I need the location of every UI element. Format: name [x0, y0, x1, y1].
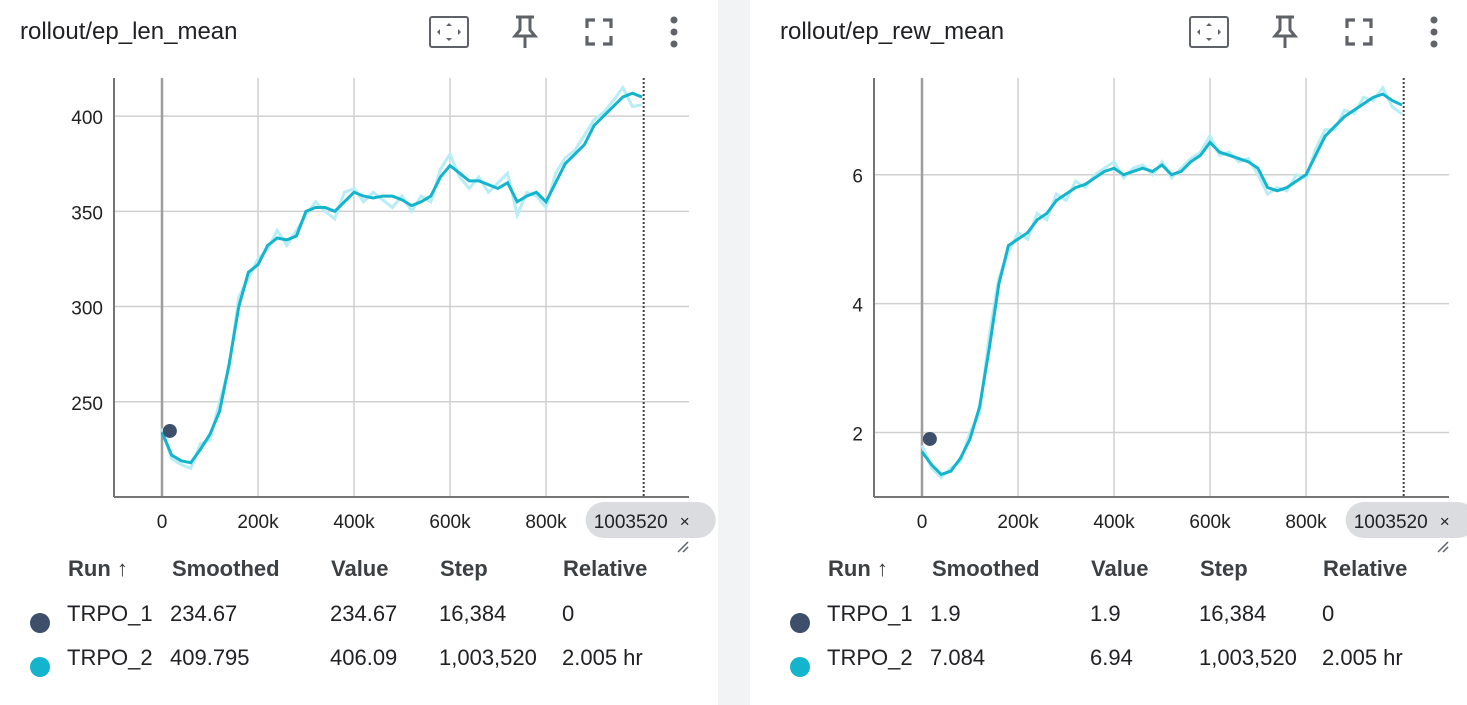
run-color-dot	[30, 613, 50, 633]
x-tick-label: 800k	[1285, 512, 1327, 533]
close-icon[interactable]: ×	[1440, 512, 1450, 531]
smoothed-header[interactable]: Smoothed	[172, 556, 280, 581]
x-tick-label: 600k	[429, 512, 471, 533]
run-sort-header[interactable]: Run ↑	[68, 556, 128, 581]
run-color-dot	[790, 613, 810, 633]
fit-domain-button[interactable]	[1187, 12, 1231, 52]
fit-domain-icon	[429, 16, 469, 48]
fullscreen-button[interactable]	[577, 12, 621, 52]
raw-value: 406.09	[330, 645, 398, 670]
run-name: TRPO_1	[67, 601, 153, 626]
card-title: rollout/ep_len_mean	[20, 18, 238, 45]
y-tick-label: 300	[71, 299, 103, 320]
raw-value: 234.67	[330, 601, 398, 626]
series-trpo-2-raw-line	[920, 84, 1403, 480]
card-title: rollout/ep_rew_mean	[780, 18, 1005, 45]
fullscreen-icon	[585, 18, 613, 46]
fit-domain-icon	[1189, 16, 1229, 48]
series-trpo-1-point	[162, 423, 177, 438]
more-vert-icon	[670, 16, 678, 48]
x-tick-label: 200k	[237, 512, 279, 533]
legend-row-trpo-2: TRPO_2 409.795 406.09 1,003,520 2.005 hr	[0, 645, 718, 685]
pin-icon	[511, 15, 539, 48]
legend-row-trpo-1: TRPO_1 234.67 234.67 16,384 0	[0, 601, 718, 641]
series-trpo-2-smoothed-line	[160, 91, 643, 465]
value-header[interactable]: Value	[331, 556, 389, 581]
step-header[interactable]: Step	[1200, 556, 1248, 581]
more-options-button[interactable]	[652, 12, 696, 52]
legend-row-trpo-1: TRPO_1 1.9 1.9 16,384 0	[760, 601, 1467, 641]
smoothed-header[interactable]: Smoothed	[932, 556, 1040, 581]
series-trpo-2-smoothed-line	[920, 92, 1403, 477]
line-chart-ep-len-mean[interactable]: 250 300 350 400 0 200k 400k 600k 800k 1003520 ×	[0, 60, 718, 550]
step-header[interactable]: Step	[440, 556, 488, 581]
grid-lines	[874, 78, 1449, 497]
more-vert-icon	[1430, 16, 1438, 48]
raw-value: 1.9	[1090, 601, 1121, 626]
resize-handle-icon[interactable]	[1436, 540, 1450, 554]
pin-button[interactable]	[1263, 12, 1307, 52]
step-value: 1,003,520	[1199, 645, 1297, 670]
run-sort-header[interactable]: Run ↑	[828, 556, 888, 581]
x-tick-label: 0	[917, 512, 928, 533]
y-tick-label: 6	[852, 167, 863, 188]
value-header[interactable]: Value	[1091, 556, 1149, 581]
relative-value: 0	[562, 601, 575, 626]
relative-value: 2.005 hr	[562, 645, 643, 670]
line-chart-ep-rew-mean[interactable]: 2 4 6 0 200k 400k 600k 800k 1003520 ×	[750, 60, 1467, 550]
cursor-chip-background	[1345, 502, 1467, 538]
y-tick-label: 4	[852, 296, 863, 317]
legend-header-row: Run ↑ Smoothed Value Step Relative	[0, 556, 718, 596]
scalar-card-ep-len-mean: rollout/ep_len_mean 250 300 350 400 0 200k 400…	[0, 0, 718, 705]
cursor-chip-label: 1003520	[594, 512, 668, 533]
y-tick-label: 400	[71, 108, 103, 129]
run-name: TRPO_2	[827, 645, 913, 670]
relative-value: 0	[1322, 601, 1335, 626]
raw-value: 6.94	[1090, 645, 1133, 670]
resize-handle-icon[interactable]	[676, 540, 690, 554]
pin-icon	[1271, 15, 1299, 48]
step-value: 1,003,520	[439, 645, 537, 670]
run-color-dot	[790, 657, 810, 677]
run-name: TRPO_2	[67, 645, 153, 670]
relative-header[interactable]: Relative	[1323, 556, 1408, 581]
smoothed-value: 409.795	[170, 645, 250, 670]
x-tick-label: 200k	[997, 512, 1039, 533]
series-lines	[920, 84, 1403, 480]
series-trpo-2-raw-line	[160, 84, 643, 471]
step-cursor-chip[interactable]: 1003520 ×	[1345, 502, 1467, 538]
relative-header[interactable]: Relative	[563, 556, 648, 581]
fit-domain-button[interactable]	[427, 12, 471, 52]
smoothed-value: 1.9	[930, 601, 961, 626]
x-tick-label: 400k	[1093, 512, 1135, 533]
run-color-dot	[30, 657, 50, 677]
series-trpo-1-point	[922, 431, 937, 446]
y-tick-label: 350	[71, 203, 103, 224]
cursor-chip-label: 1003520	[1354, 512, 1428, 533]
relative-value: 2.005 hr	[1322, 645, 1403, 670]
close-icon[interactable]: ×	[680, 512, 690, 531]
step-value: 16,384	[439, 601, 507, 626]
step-value: 16,384	[1199, 601, 1267, 626]
smoothed-value: 234.67	[170, 601, 238, 626]
more-options-button[interactable]	[1412, 12, 1456, 52]
cursor-chip-background	[585, 502, 716, 538]
grid-lines	[114, 78, 689, 497]
run-name: TRPO_1	[827, 601, 913, 626]
smoothed-value: 7.084	[930, 645, 986, 670]
legend-header-row: Run ↑ Smoothed Value Step Relative	[760, 556, 1467, 596]
step-cursor-chip[interactable]: 1003520 ×	[585, 502, 716, 538]
x-tick-label: 800k	[525, 512, 567, 533]
pin-button[interactable]	[503, 12, 547, 52]
y-tick-label: 2	[852, 425, 863, 446]
fullscreen-icon	[1345, 18, 1373, 46]
x-tick-label: 0	[157, 512, 168, 533]
fullscreen-button[interactable]	[1337, 12, 1381, 52]
legend-row-trpo-2: TRPO_2 7.084 6.94 1,003,520 2.005 hr	[760, 645, 1467, 685]
series-lines	[160, 84, 643, 471]
scalar-card-ep-rew-mean: rollout/ep_rew_mean 2 4 6 0 200k 400k 600k 800k…	[750, 0, 1467, 705]
x-tick-label: 600k	[1189, 512, 1231, 533]
x-tick-label: 400k	[333, 512, 375, 533]
y-tick-label: 250	[71, 394, 103, 415]
